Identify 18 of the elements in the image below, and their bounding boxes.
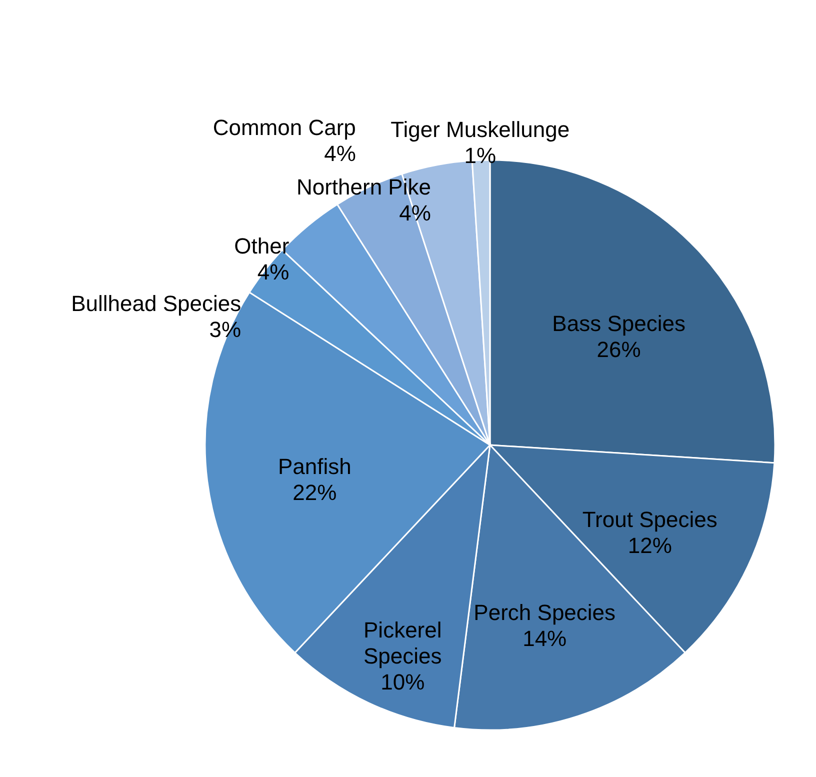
slice-label: Perch Species	[474, 600, 616, 626]
slice-label: Tiger Muskellunge	[390, 117, 570, 142]
slice-label: Other	[234, 233, 290, 258]
data-label: 14%	[522, 626, 567, 652]
slice-label: Bass Species	[552, 311, 686, 336]
data-label: 4%	[399, 200, 431, 226]
data-label: 1%	[464, 143, 496, 168]
data-label: 4%	[324, 140, 356, 166]
slice-label: Trout Species	[582, 507, 718, 532]
data-label: 26%	[596, 337, 641, 362]
slice-label: Common Carp	[212, 114, 356, 140]
data-label: 12%	[628, 533, 672, 558]
slice-label: Panfish	[278, 454, 352, 480]
data-label: 10%	[380, 670, 425, 695]
slice-label: Northern Pike	[296, 174, 431, 200]
slice-label: Pickerel Species	[363, 618, 442, 669]
data-label: 22%	[292, 480, 337, 506]
slice-label: Bullhead Species	[71, 290, 242, 316]
